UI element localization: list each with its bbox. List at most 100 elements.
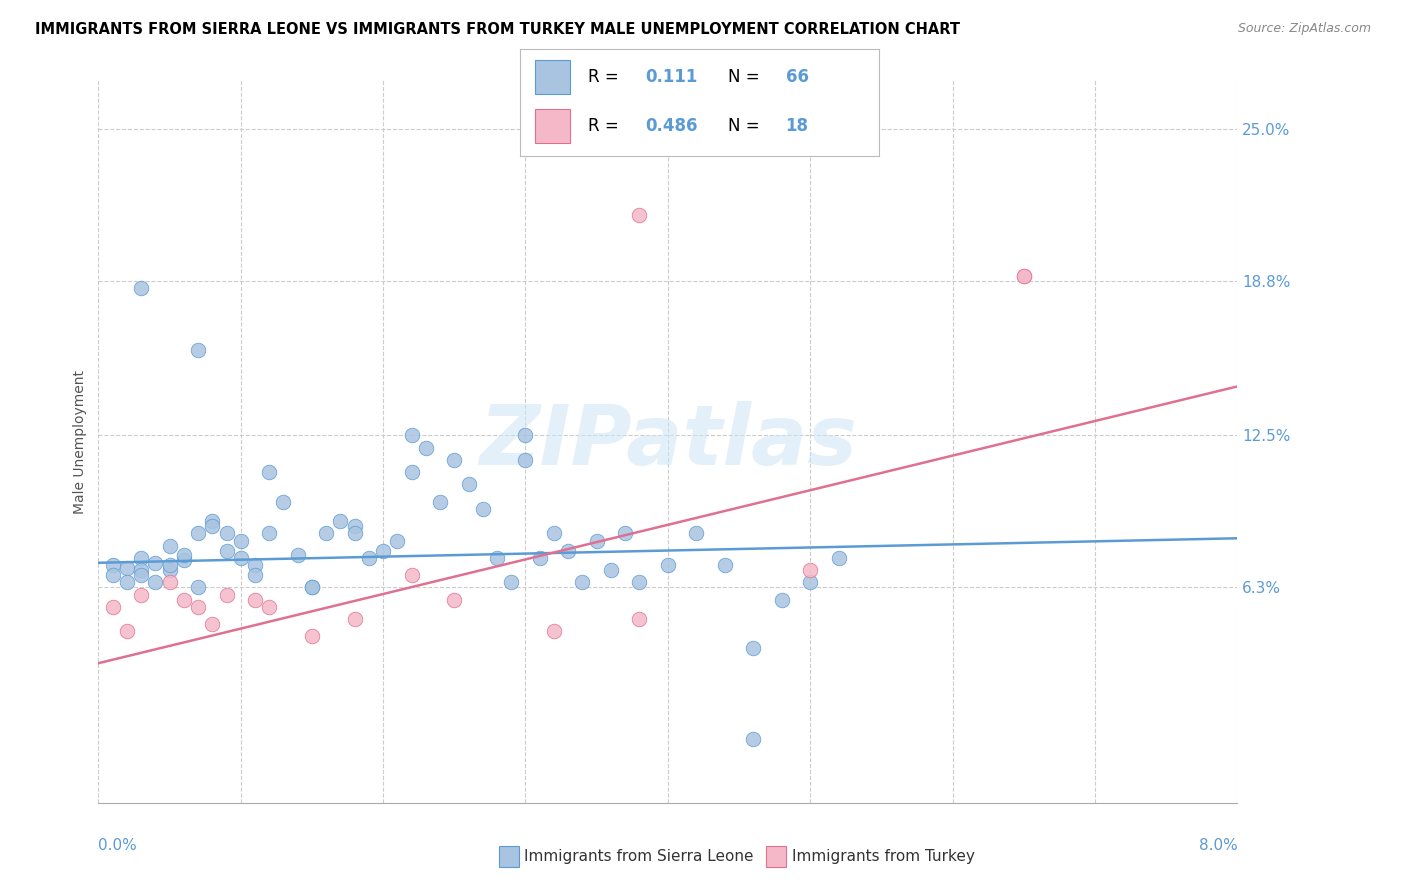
Point <box>457 477 479 491</box>
Point <box>799 563 821 577</box>
Point <box>343 519 366 533</box>
Point <box>115 575 138 590</box>
Point <box>129 568 152 582</box>
Text: 0.111: 0.111 <box>645 68 699 86</box>
Text: 18: 18 <box>786 117 808 135</box>
Point <box>1012 269 1035 284</box>
Text: 0.0%: 0.0% <box>98 838 138 853</box>
Point <box>229 550 252 565</box>
Point <box>273 494 295 508</box>
Text: N =: N = <box>728 117 765 135</box>
Point <box>515 428 537 442</box>
Text: 0.486: 0.486 <box>645 117 699 135</box>
Point <box>343 612 366 626</box>
Point <box>187 526 209 541</box>
Text: Immigrants from Turkey: Immigrants from Turkey <box>792 849 974 863</box>
Point <box>243 558 266 573</box>
Text: ZIPatlas: ZIPatlas <box>479 401 856 482</box>
Point <box>343 526 366 541</box>
Point <box>515 453 537 467</box>
Point <box>315 526 337 541</box>
Point <box>742 732 765 747</box>
Point <box>201 617 224 632</box>
Point <box>770 592 793 607</box>
Point <box>600 563 623 577</box>
Point <box>145 575 167 590</box>
Point <box>329 514 352 528</box>
Point <box>387 533 409 548</box>
Point <box>585 533 607 548</box>
Point <box>401 465 423 479</box>
Point <box>101 568 124 582</box>
Point <box>501 575 523 590</box>
Point <box>129 550 152 565</box>
Point <box>129 588 152 602</box>
Point <box>401 428 423 442</box>
Point <box>614 526 637 541</box>
Point <box>187 343 209 357</box>
Point <box>201 519 224 533</box>
Point <box>215 543 238 558</box>
Point <box>159 575 181 590</box>
Text: R =: R = <box>588 117 624 135</box>
Point <box>443 592 465 607</box>
Point <box>357 550 380 565</box>
Point <box>371 543 394 558</box>
Point <box>201 514 224 528</box>
Point <box>259 599 281 614</box>
Point <box>628 208 651 222</box>
Point <box>685 526 707 541</box>
Text: 66: 66 <box>786 68 808 86</box>
Point <box>301 629 323 643</box>
Point <box>229 533 252 548</box>
Point <box>115 560 138 574</box>
Point <box>159 558 181 573</box>
Point <box>287 549 309 563</box>
Point <box>301 580 323 594</box>
Point <box>243 568 266 582</box>
Point <box>1012 269 1035 284</box>
Point <box>259 465 281 479</box>
Point <box>415 441 437 455</box>
Point <box>145 556 167 570</box>
Point <box>828 550 851 565</box>
Point <box>301 580 323 594</box>
Text: R =: R = <box>588 68 624 86</box>
Point <box>129 281 152 295</box>
Point <box>799 575 821 590</box>
Point <box>543 526 565 541</box>
Y-axis label: Male Unemployment: Male Unemployment <box>73 369 87 514</box>
Point <box>657 558 679 573</box>
Point <box>628 612 651 626</box>
Point <box>159 563 181 577</box>
Point <box>215 526 238 541</box>
Point <box>628 575 651 590</box>
Point <box>443 453 465 467</box>
Point <box>173 549 195 563</box>
Text: 8.0%: 8.0% <box>1198 838 1237 853</box>
Point <box>159 539 181 553</box>
Point <box>101 558 124 573</box>
Point <box>714 558 737 573</box>
Text: Immigrants from Sierra Leone: Immigrants from Sierra Leone <box>524 849 754 863</box>
Point <box>187 580 209 594</box>
Point <box>543 624 565 639</box>
Point <box>471 502 494 516</box>
Point <box>173 553 195 567</box>
Point <box>486 550 509 565</box>
Point <box>187 599 209 614</box>
Text: Source: ZipAtlas.com: Source: ZipAtlas.com <box>1237 22 1371 36</box>
Point <box>259 526 281 541</box>
Point <box>571 575 593 590</box>
Bar <box>534 60 571 94</box>
Point <box>243 592 266 607</box>
Point <box>429 494 451 508</box>
Point <box>101 599 124 614</box>
Point <box>215 588 238 602</box>
Text: IMMIGRANTS FROM SIERRA LEONE VS IMMIGRANTS FROM TURKEY MALE UNEMPLOYMENT CORRELA: IMMIGRANTS FROM SIERRA LEONE VS IMMIGRAN… <box>35 22 960 37</box>
Point <box>529 550 551 565</box>
Point <box>401 568 423 582</box>
Point <box>173 592 195 607</box>
Point <box>115 624 138 639</box>
Point <box>557 543 579 558</box>
